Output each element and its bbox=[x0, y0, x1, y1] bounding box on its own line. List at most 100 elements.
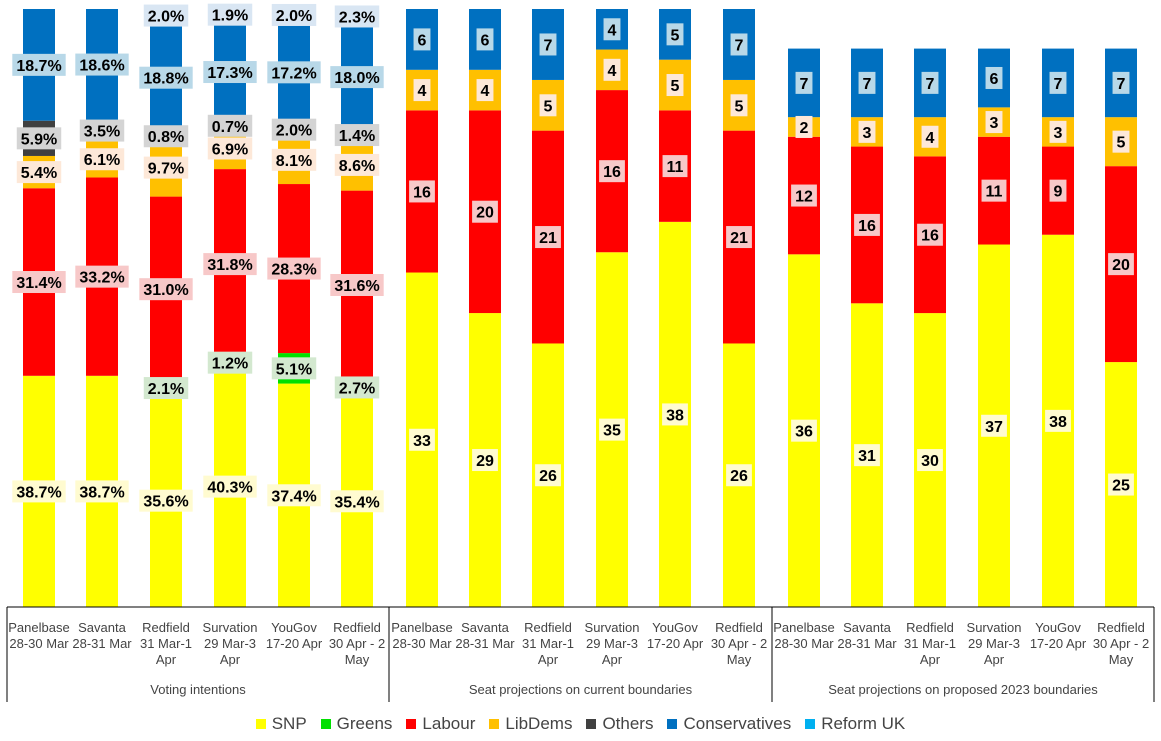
category-label-g1-c4-line2: 29 Mar-3 bbox=[204, 636, 256, 651]
category-label-g1-c2-line1: Savanta bbox=[78, 620, 126, 635]
data-label-snp-g2-c4: 35 bbox=[599, 418, 625, 441]
data-label-labour-g2-c5-bg bbox=[662, 155, 688, 178]
data-label-labour-g3-c5-text: 9 bbox=[1054, 184, 1063, 201]
data-label-snp-g1-c3: 35.6% bbox=[139, 489, 193, 512]
data-label-snp-g2-c4-text: 35 bbox=[603, 423, 621, 440]
data-label-reform-uk-g1-c3-text: 2.0% bbox=[148, 9, 184, 26]
data-label-conservatives-g1-c4-bg bbox=[203, 61, 257, 84]
data-label-conservatives-g2-c5: 5 bbox=[666, 23, 684, 46]
data-label-snp-g2-c1-bg bbox=[409, 428, 435, 451]
data-label-snp-g1-c4: 40.3% bbox=[203, 475, 257, 498]
data-label-reform-uk-g1-c4-text: 1.9% bbox=[212, 8, 248, 25]
category-label-g2-c3-line1: Redfield bbox=[524, 620, 572, 635]
category-label-g2-c4-line3: Apr bbox=[602, 652, 623, 667]
category-label-g2-c2-line2: 28-31 Mar bbox=[455, 636, 515, 651]
legend-swatch-labour bbox=[406, 719, 417, 729]
data-label-labour-g3-c4-text: 11 bbox=[986, 184, 1003, 201]
data-label-reform-uk-g1-c5-text: 2.0% bbox=[276, 8, 312, 25]
legend-label-labour: Labour bbox=[422, 714, 476, 733]
data-label-libdems-g1-c5-text: 8.1% bbox=[276, 153, 312, 170]
data-label-libdems-g2-c3-text: 5 bbox=[544, 98, 553, 115]
category-label-g2-c4-line2: 29 Mar-3 bbox=[586, 636, 638, 651]
data-label-labour-g3-c2-text: 16 bbox=[858, 218, 876, 235]
data-label-labour-g1-c6-bg bbox=[330, 274, 384, 296]
data-label-greens-g1-c6-text: 2.7% bbox=[339, 380, 375, 397]
data-label-snp-g3-c3-bg bbox=[917, 449, 943, 472]
category-label-g1-c6-line3: May bbox=[345, 652, 370, 667]
data-label-labour-g1-c5-text: 28.3% bbox=[271, 262, 316, 279]
data-label-labour-g2-c2-text: 20 bbox=[476, 205, 494, 222]
data-label-snp-g3-c1-text: 36 bbox=[795, 424, 813, 441]
data-label-libdems-g1-c1-text: 5.4% bbox=[21, 165, 57, 182]
data-label-conservatives-g2-c4: 4 bbox=[603, 18, 621, 41]
legend-label-conservatives: Conservatives bbox=[683, 714, 792, 733]
data-label-greens-g1-c4-text: 1.2% bbox=[212, 356, 248, 373]
category-label-g3-c2-line2: 28-31 Mar bbox=[837, 636, 897, 651]
data-label-snp-g2-c3-text: 26 bbox=[539, 468, 557, 485]
data-label-libdems-g2-c2-bg bbox=[476, 79, 494, 102]
data-label-libdems-g2-c4-bg bbox=[603, 58, 621, 81]
data-label-labour-g1-c4: 31.8% bbox=[203, 253, 257, 276]
data-label-libdems-g3-c6: 5 bbox=[1112, 130, 1130, 153]
legend-item-reform-uk: Reform UK bbox=[805, 714, 905, 734]
data-label-snp-g1-c6-bg bbox=[330, 490, 384, 513]
data-label-snp-g2-c1-text: 33 bbox=[413, 433, 431, 450]
category-label-g1-c5-line1: YouGov bbox=[271, 620, 317, 635]
category-label-g1-c6-line2: 30 Apr - 2 bbox=[329, 636, 385, 651]
data-label-snp-g2-c2-text: 29 bbox=[476, 453, 494, 470]
data-label-snp-g1-c1-bg bbox=[12, 480, 66, 503]
data-label-labour-g1-c5: 28.3% bbox=[267, 257, 321, 280]
data-label-libdems-g2-c5: 5 bbox=[666, 74, 684, 97]
data-label-greens-g1-c5-text: 5.1% bbox=[276, 361, 312, 378]
group-label-1: Voting intentions bbox=[150, 682, 246, 697]
data-label-reform-uk-g1-c6-text: 2.3% bbox=[339, 9, 375, 26]
data-label-labour-g2-c1-text: 16 bbox=[413, 184, 431, 201]
data-label-conservatives-g2-c6: 7 bbox=[730, 33, 748, 56]
data-label-others-g1-c5-text: 2.0% bbox=[276, 123, 312, 140]
data-label-reform-uk-g1-c6-bg bbox=[334, 5, 380, 28]
category-label-g2-c3-line3: Apr bbox=[538, 652, 559, 667]
data-label-greens-g1-c3-text: 2.1% bbox=[148, 381, 184, 398]
data-label-conservatives-g1-c1: 18.7% bbox=[12, 53, 66, 76]
data-label-snp-g1-c3-text: 35.6% bbox=[143, 494, 188, 511]
data-label-labour-g2-c3: 21 bbox=[535, 226, 561, 249]
data-label-libdems-g2-c4: 4 bbox=[603, 58, 621, 81]
data-label-libdems-g3-c1-text: 2 bbox=[800, 120, 809, 137]
legend-swatch-greens bbox=[320, 719, 331, 729]
data-label-snp-g2-c5-text: 38 bbox=[666, 407, 684, 424]
data-label-labour-g2-c1-bg bbox=[409, 180, 435, 203]
data-label-snp-g2-c3: 26 bbox=[535, 464, 561, 487]
category-label-g1-c3-line3: Apr bbox=[156, 652, 177, 667]
data-label-libdems-g2-c3: 5 bbox=[539, 94, 557, 117]
data-label-snp-g1-c2-bg bbox=[75, 480, 129, 503]
data-label-conservatives-g3-c5: 7 bbox=[1049, 71, 1067, 94]
data-label-labour-g3-c6-bg bbox=[1108, 253, 1134, 276]
data-label-libdems-g1-c2-bg bbox=[79, 148, 125, 171]
category-label-g2-c2-line1: Savanta bbox=[461, 620, 509, 635]
data-label-conservatives-g3-c1-text: 7 bbox=[800, 76, 809, 93]
category-label-g2-c6-line3: May bbox=[727, 652, 752, 667]
legend-label-others: Others bbox=[602, 714, 654, 733]
group-label-3: Seat projections on proposed 2023 bounda… bbox=[828, 682, 1098, 697]
data-label-others-g1-c3-text: 0.8% bbox=[148, 129, 184, 146]
data-label-reform-uk-g1-c3: 2.0% bbox=[143, 4, 189, 27]
data-label-conservatives-g3-c4-bg bbox=[985, 66, 1003, 89]
data-label-snp-g2-c2: 29 bbox=[472, 449, 498, 472]
data-label-reform-uk-g1-c5-bg bbox=[271, 3, 317, 26]
data-label-libdems-g3-c3-bg bbox=[921, 125, 939, 148]
data-label-libdems-g3-c5: 3 bbox=[1049, 120, 1067, 143]
data-label-libdems-g2-c5-bg bbox=[666, 74, 684, 97]
data-label-conservatives-g3-c3-text: 7 bbox=[926, 76, 935, 93]
data-label-libdems-g1-c2: 6.1% bbox=[79, 148, 125, 171]
data-label-others-g1-c3-bg bbox=[143, 125, 189, 148]
data-label-conservatives-g3-c6: 7 bbox=[1112, 71, 1130, 94]
data-label-conservatives-g2-c1: 6 bbox=[413, 28, 431, 51]
data-label-snp-g2-c5-bg bbox=[662, 403, 688, 426]
data-label-conservatives-g3-c5-text: 7 bbox=[1054, 76, 1063, 93]
data-label-libdems-g2-c2: 4 bbox=[476, 79, 494, 102]
data-label-snp-g1-c4-bg bbox=[203, 475, 257, 498]
data-label-others-g1-c6-bg bbox=[334, 124, 380, 147]
data-label-snp-g3-c1-bg bbox=[791, 419, 817, 442]
data-label-labour-g3-c4-bg bbox=[981, 179, 1007, 202]
data-label-labour-g2-c1: 16 bbox=[409, 180, 435, 203]
